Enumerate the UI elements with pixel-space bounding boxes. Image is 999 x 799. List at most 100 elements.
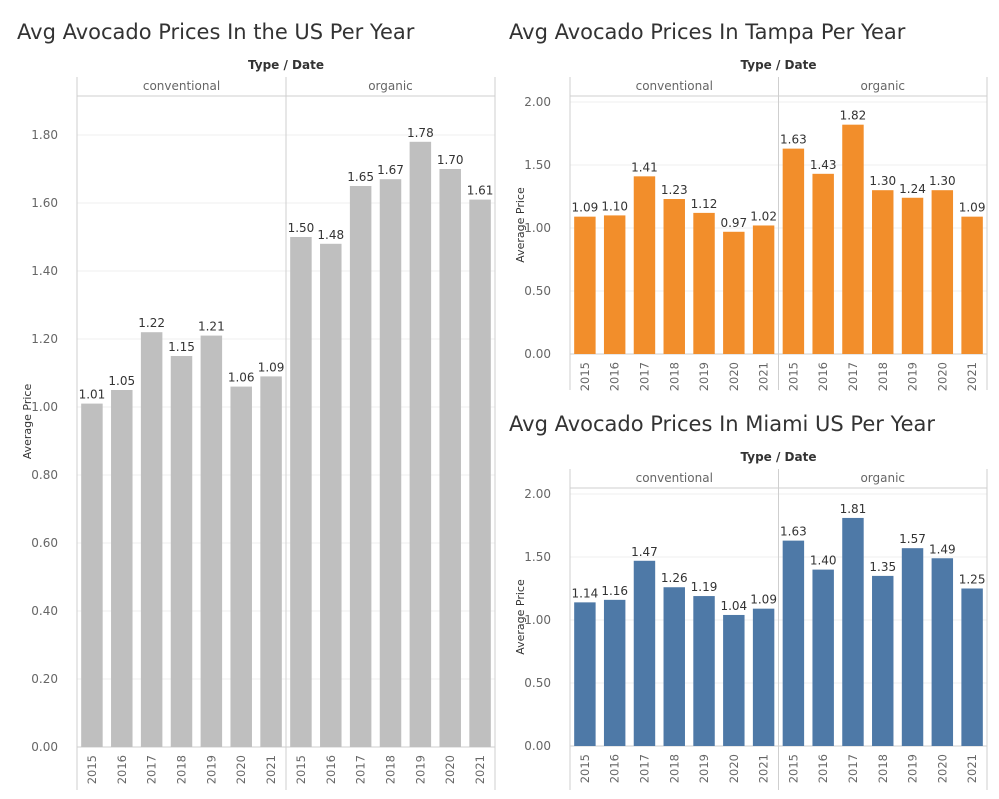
x-tick-label: 2020 — [234, 755, 248, 784]
data-label: 1.30 — [929, 174, 956, 188]
bar — [663, 199, 685, 354]
data-label: 1.09 — [750, 593, 777, 607]
data-label: 1.43 — [810, 158, 837, 172]
y-tick-label: 1.00 — [31, 400, 58, 414]
chart-title: Avg Avocado Prices In Miami US Per Year — [509, 412, 936, 436]
x-tick-label: 2021 — [965, 754, 979, 783]
bar — [961, 588, 983, 746]
x-tick-label: 2018 — [876, 362, 890, 391]
data-label: 1.05 — [108, 374, 135, 388]
bar — [379, 179, 402, 747]
y-tick-label: 1.80 — [31, 128, 58, 142]
chart-title: Avg Avocado Prices In the US Per Year — [17, 20, 415, 44]
x-tick-label: 2015 — [578, 362, 592, 391]
x-tick-label: 2015 — [578, 754, 592, 783]
bar — [842, 124, 864, 355]
data-label: 1.09 — [258, 360, 285, 374]
bar — [439, 169, 461, 747]
x-tick-label: 2015 — [85, 755, 99, 784]
y-tick-label: 1.50 — [524, 550, 551, 564]
bar — [633, 176, 656, 354]
x-tick-label: 2020 — [935, 754, 949, 783]
group-header-organic: organic — [860, 79, 905, 93]
bar — [663, 587, 685, 746]
bar — [872, 575, 894, 746]
x-tick-label: 2015 — [294, 755, 308, 784]
bar — [574, 602, 596, 746]
data-label: 1.57 — [899, 532, 926, 546]
data-label: 1.61 — [467, 184, 494, 198]
x-tick-label: 2018 — [876, 754, 890, 783]
group-header-conventional: conventional — [636, 471, 713, 485]
data-label: 1.02 — [750, 209, 777, 223]
data-label: 1.48 — [317, 228, 344, 242]
chart-panel-tampa: Avg Avocado Prices In Tampa Per Year Typ… — [509, 20, 989, 392]
data-label: 1.22 — [138, 316, 165, 330]
x-tick-label: 2019 — [697, 754, 711, 783]
x-tick-label: 2017 — [846, 754, 860, 783]
bar — [901, 197, 924, 354]
bar — [574, 216, 596, 354]
x-tick-label: 2016 — [115, 755, 129, 784]
bar-chart-tampa: Type / Date 0.00 0.50 1.00 1.50 2.00 Average P… — [514, 58, 988, 391]
x-tick-label: 2015 — [786, 362, 800, 391]
bar — [603, 599, 626, 746]
data-label: 1.09 — [572, 201, 599, 215]
group-header-organic: organic — [368, 79, 413, 93]
bar — [693, 212, 715, 354]
chart-panel-miami: Avg Avocado Prices In Miami US Per Year … — [509, 412, 989, 792]
x-tick-label: 2017 — [846, 362, 860, 391]
x-tick-label: 2020 — [443, 755, 457, 784]
x-tick-label: 2017 — [637, 754, 651, 783]
y-tick-label: 0.60 — [31, 536, 58, 550]
y-tick-label: 0.80 — [31, 468, 58, 482]
data-label: 1.09 — [959, 201, 986, 215]
bar — [290, 237, 312, 747]
data-label: 1.81 — [840, 502, 867, 516]
header-label: Type / Date — [248, 58, 324, 72]
x-tick-label: 2018 — [667, 362, 681, 391]
y-tick-label: 1.40 — [31, 264, 58, 278]
bar — [752, 225, 775, 354]
chart-title: Avg Avocado Prices In Tampa Per Year — [509, 20, 906, 44]
data-label: 1.63 — [780, 133, 807, 147]
x-tick-label: 2016 — [816, 362, 830, 391]
x-tick-label: 2021 — [757, 754, 771, 783]
x-tick-label: 2021 — [473, 755, 487, 784]
x-tick-label: 2019 — [906, 362, 920, 391]
y-axis-label: Average Price — [21, 384, 34, 460]
data-label: 0.97 — [720, 216, 747, 230]
bar — [782, 148, 805, 354]
header-label: Type / Date — [741, 450, 817, 464]
bar — [170, 356, 193, 747]
bar — [230, 386, 252, 747]
bar — [782, 540, 805, 746]
data-label: 1.47 — [631, 545, 658, 559]
bar — [633, 560, 656, 746]
data-label: 1.50 — [288, 221, 315, 235]
x-tick-label: 2020 — [935, 362, 949, 391]
y-tick-label: 0.50 — [524, 284, 551, 298]
data-label: 1.01 — [79, 388, 106, 402]
x-tick-label: 2017 — [354, 755, 368, 784]
bar — [603, 215, 626, 354]
bar — [931, 190, 954, 354]
data-label: 1.19 — [691, 580, 718, 594]
data-label: 1.70 — [437, 153, 464, 167]
x-tick-label: 2020 — [727, 362, 741, 391]
bar — [812, 173, 834, 354]
x-tick-label: 2018 — [667, 754, 681, 783]
data-label: 1.14 — [572, 586, 599, 600]
x-tick-label: 2016 — [816, 754, 830, 783]
bar — [469, 199, 491, 748]
data-label: 1.30 — [869, 174, 896, 188]
x-tick-label: 2019 — [204, 755, 218, 784]
data-label: 1.23 — [661, 183, 688, 197]
y-tick-label: 1.00 — [524, 613, 551, 627]
x-tick-label: 2020 — [727, 754, 741, 783]
bar-chart-us: Type / Date 0.00 0.20 0.40 0.60 0.80 1.00 1.20 1… — [21, 58, 496, 790]
data-label: 1.10 — [601, 199, 628, 213]
x-tick-label: 2019 — [906, 754, 920, 783]
y-tick-label: 0.50 — [524, 676, 551, 690]
bar — [200, 335, 223, 747]
